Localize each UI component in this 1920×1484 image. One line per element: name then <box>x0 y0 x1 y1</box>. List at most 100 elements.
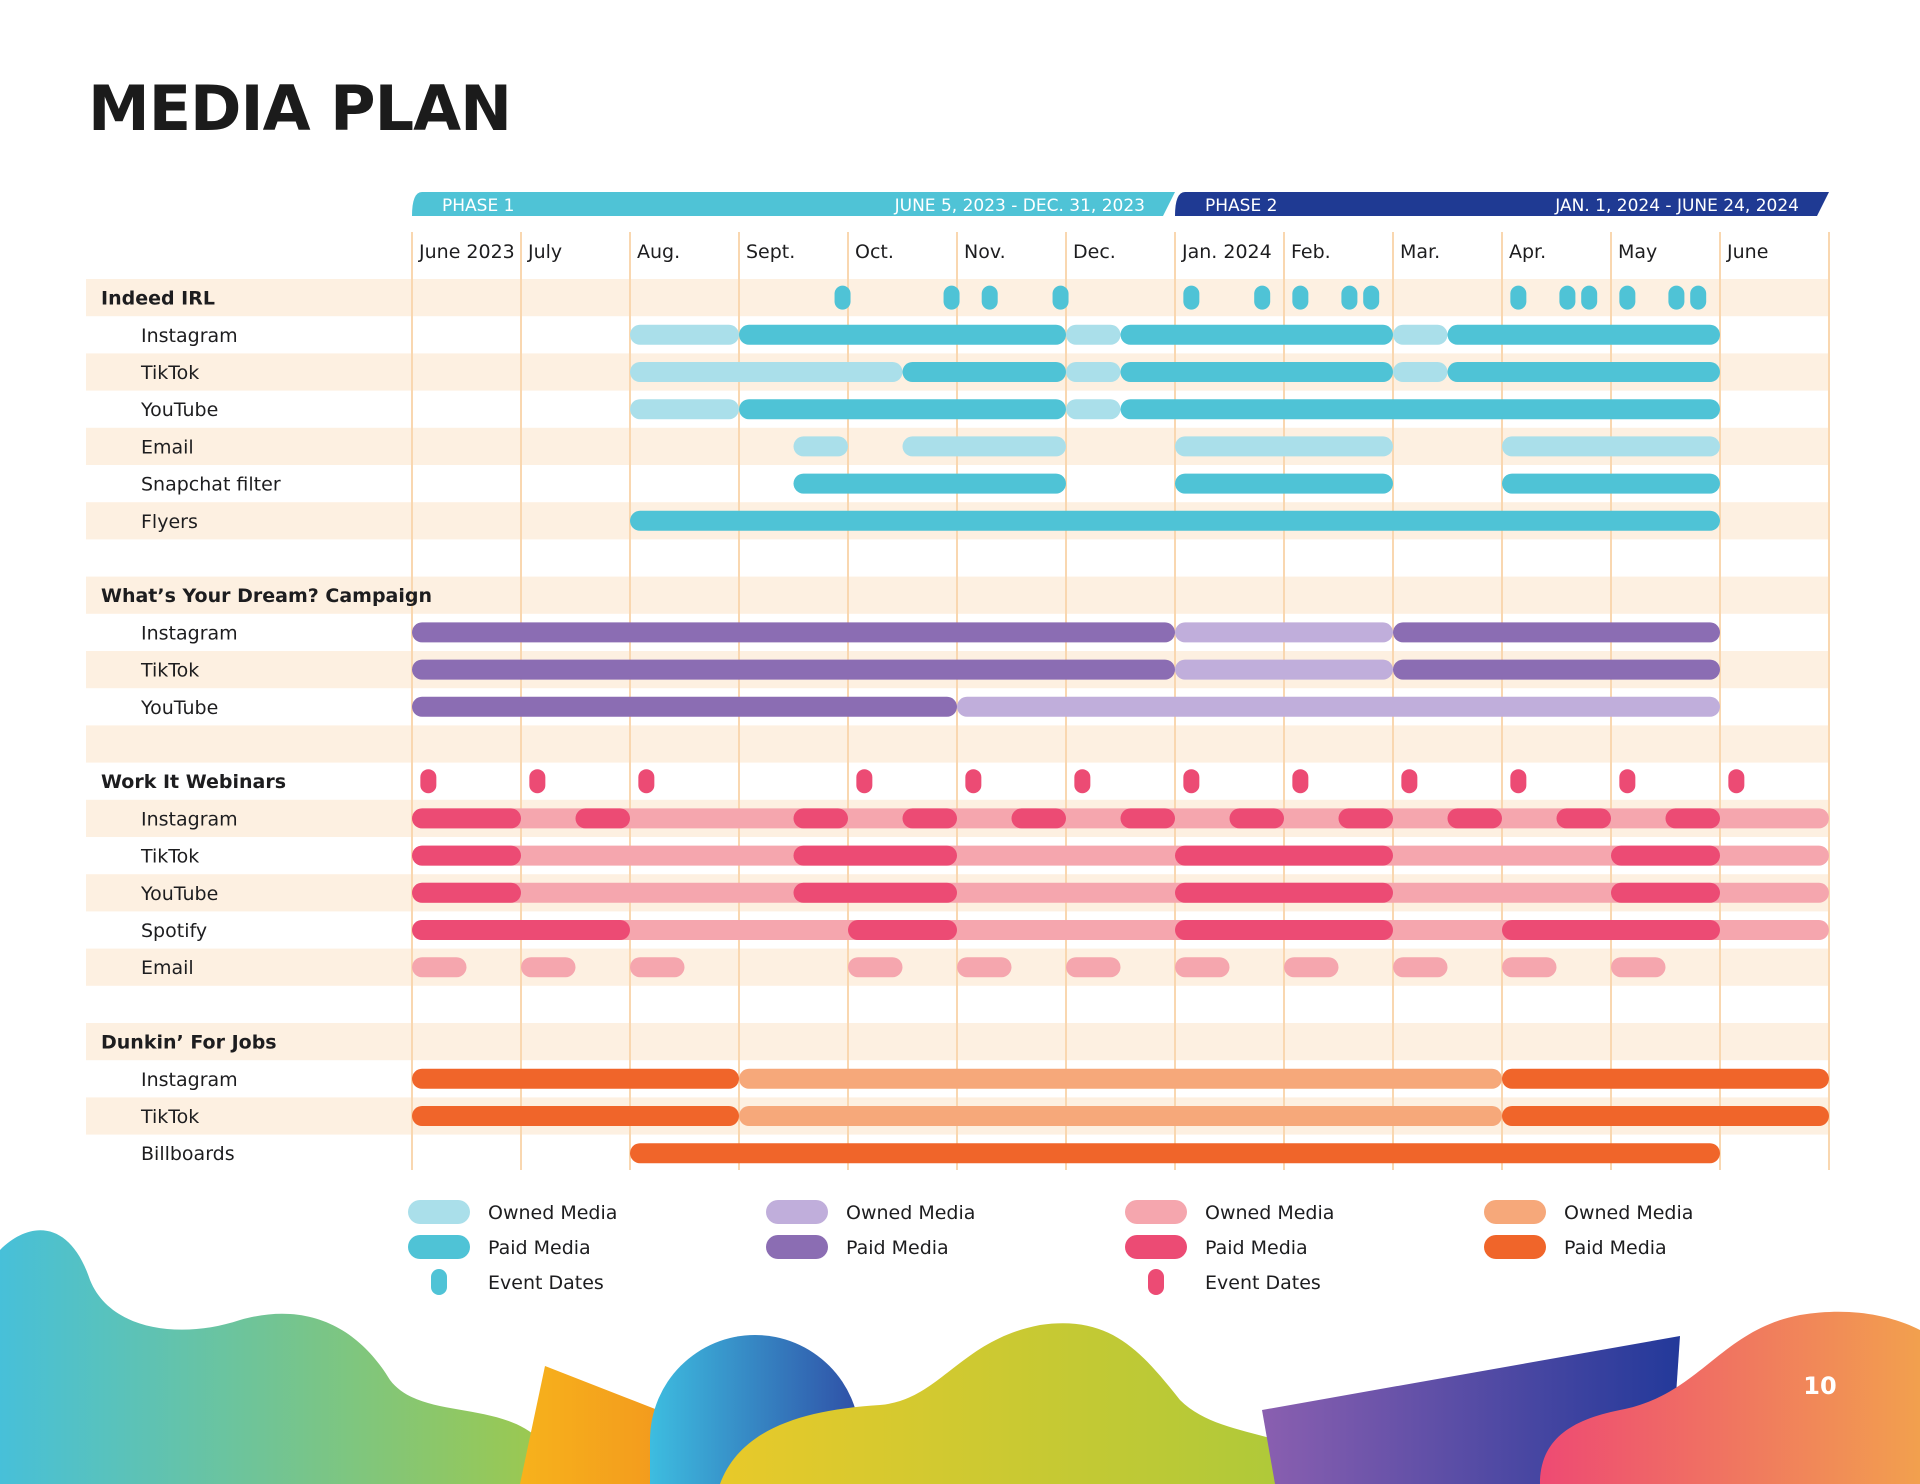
event-date-marker <box>1292 769 1309 794</box>
media-bar <box>739 1106 1502 1126</box>
event-date-marker <box>1728 769 1745 794</box>
media-bar <box>848 920 957 940</box>
legend-label: Paid Media <box>1205 1237 1308 1259</box>
media-bar <box>575 808 630 829</box>
media-bar <box>412 957 467 978</box>
blob-shape-2 <box>720 1323 1340 1484</box>
legend-label: Owned Media <box>488 1202 617 1224</box>
blob-shape-3 <box>1540 1311 1920 1484</box>
media-bar <box>630 399 739 420</box>
media-bar <box>902 362 1066 382</box>
channel-label: YouTube <box>140 399 218 421</box>
month-label: Nov. <box>964 241 1006 263</box>
event-date-marker <box>529 769 546 794</box>
phase-banner-bar <box>1175 192 1829 216</box>
event-date-marker <box>1668 285 1685 310</box>
event-date-marker <box>1341 285 1358 310</box>
media-bar <box>630 324 739 345</box>
event-date-marker <box>1074 769 1091 794</box>
group-label: What’s Your Dream? Campaign <box>101 585 432 607</box>
media-bar <box>1393 324 1448 345</box>
media-bar <box>1120 324 1393 345</box>
media-bar <box>1120 362 1393 382</box>
channel-label: Instagram <box>141 1069 238 1091</box>
media-bar <box>1175 882 1393 903</box>
media-bar <box>630 510 1720 531</box>
event-date-marker <box>1401 769 1418 794</box>
group-label: Work It Webinars <box>101 771 286 793</box>
media-bar <box>412 659 1175 680</box>
media-bar <box>1175 845 1393 866</box>
event-date-marker <box>1292 285 1309 310</box>
legend-label: Event Dates <box>1205 1272 1321 1294</box>
legend-swatch <box>1484 1235 1546 1259</box>
event-date-marker <box>981 285 998 310</box>
channel-label: Billboards <box>141 1143 235 1165</box>
phase-dates: JAN. 1, 2024 - JUNE 24, 2024 <box>1554 196 1799 216</box>
media-bar <box>1175 622 1393 643</box>
media-bar <box>412 845 521 866</box>
group-label: Indeed IRL <box>101 288 215 310</box>
channel-label: Spotify <box>141 920 207 942</box>
phase-banner: PHASE 1 JUNE 5, 2023 - DEC. 31, 2023 PHASE… <box>412 192 1829 216</box>
media-bar <box>739 399 1066 420</box>
media-bar <box>1393 659 1720 680</box>
media-bar <box>1502 1068 1829 1089</box>
media-bar <box>412 1106 739 1126</box>
event-date-marker <box>1690 285 1707 310</box>
media-bar <box>1229 808 1284 829</box>
media-bar <box>1175 659 1393 680</box>
media-bar <box>1447 808 1502 829</box>
event-date-marker <box>1619 769 1636 794</box>
legend-swatch <box>408 1200 470 1224</box>
month-label: Mar. <box>1400 241 1440 263</box>
media-bar <box>739 324 1066 345</box>
month-label: June <box>1726 241 1768 263</box>
event-date-marker <box>943 285 960 310</box>
channel-label: TikTok <box>140 660 199 682</box>
phase-label: PHASE 1 <box>442 196 514 216</box>
media-bar <box>1611 845 1720 866</box>
channel-label: TikTok <box>140 1106 199 1128</box>
media-bar <box>412 882 1829 903</box>
media-bar <box>1393 622 1720 643</box>
legend-swatch <box>1484 1200 1546 1224</box>
media-bar <box>793 845 957 866</box>
media-bar <box>630 1143 1720 1164</box>
media-bar <box>793 473 1066 494</box>
phase-label: PHASE 2 <box>1205 196 1277 216</box>
legend: Owned Media Paid Media Event Dates Owned Me… <box>408 1200 1693 1295</box>
media-bar <box>630 957 685 978</box>
legend-swatch <box>766 1200 828 1224</box>
media-bar <box>1066 399 1121 420</box>
media-bar <box>957 957 1012 978</box>
month-label: Apr. <box>1509 241 1546 263</box>
event-date-marker <box>1052 285 1069 310</box>
event-date-marker <box>1183 285 1200 310</box>
legend-label: Owned Media <box>846 1202 975 1224</box>
event-date-marker <box>420 769 437 794</box>
media-bar <box>1393 957 1448 978</box>
legend-event-swatch <box>431 1269 447 1295</box>
channel-label: Email <box>141 957 194 979</box>
media-bar <box>793 436 848 457</box>
event-date-marker <box>638 769 655 794</box>
decorative-shapes <box>0 1230 1920 1484</box>
media-bar <box>1066 324 1121 345</box>
month-label: July <box>527 241 562 263</box>
media-bar <box>412 1068 739 1089</box>
media-bar <box>1502 1106 1829 1126</box>
media-bar <box>739 1068 1502 1089</box>
month-label: June 2023 <box>418 241 515 263</box>
media-bar <box>1665 808 1720 829</box>
media-bar <box>412 808 521 829</box>
media-bar <box>1502 957 1557 978</box>
event-date-marker <box>1363 285 1380 310</box>
media-bar <box>1284 957 1339 978</box>
legend-swatch <box>408 1235 470 1259</box>
media-bar <box>1393 362 1448 382</box>
media-bar <box>412 920 1829 940</box>
row-labels: Indeed IRL Instagram TikTok YouTube Email Sna… <box>101 288 432 1166</box>
channel-label: TikTok <box>140 846 199 868</box>
blob-shape <box>0 1230 560 1484</box>
